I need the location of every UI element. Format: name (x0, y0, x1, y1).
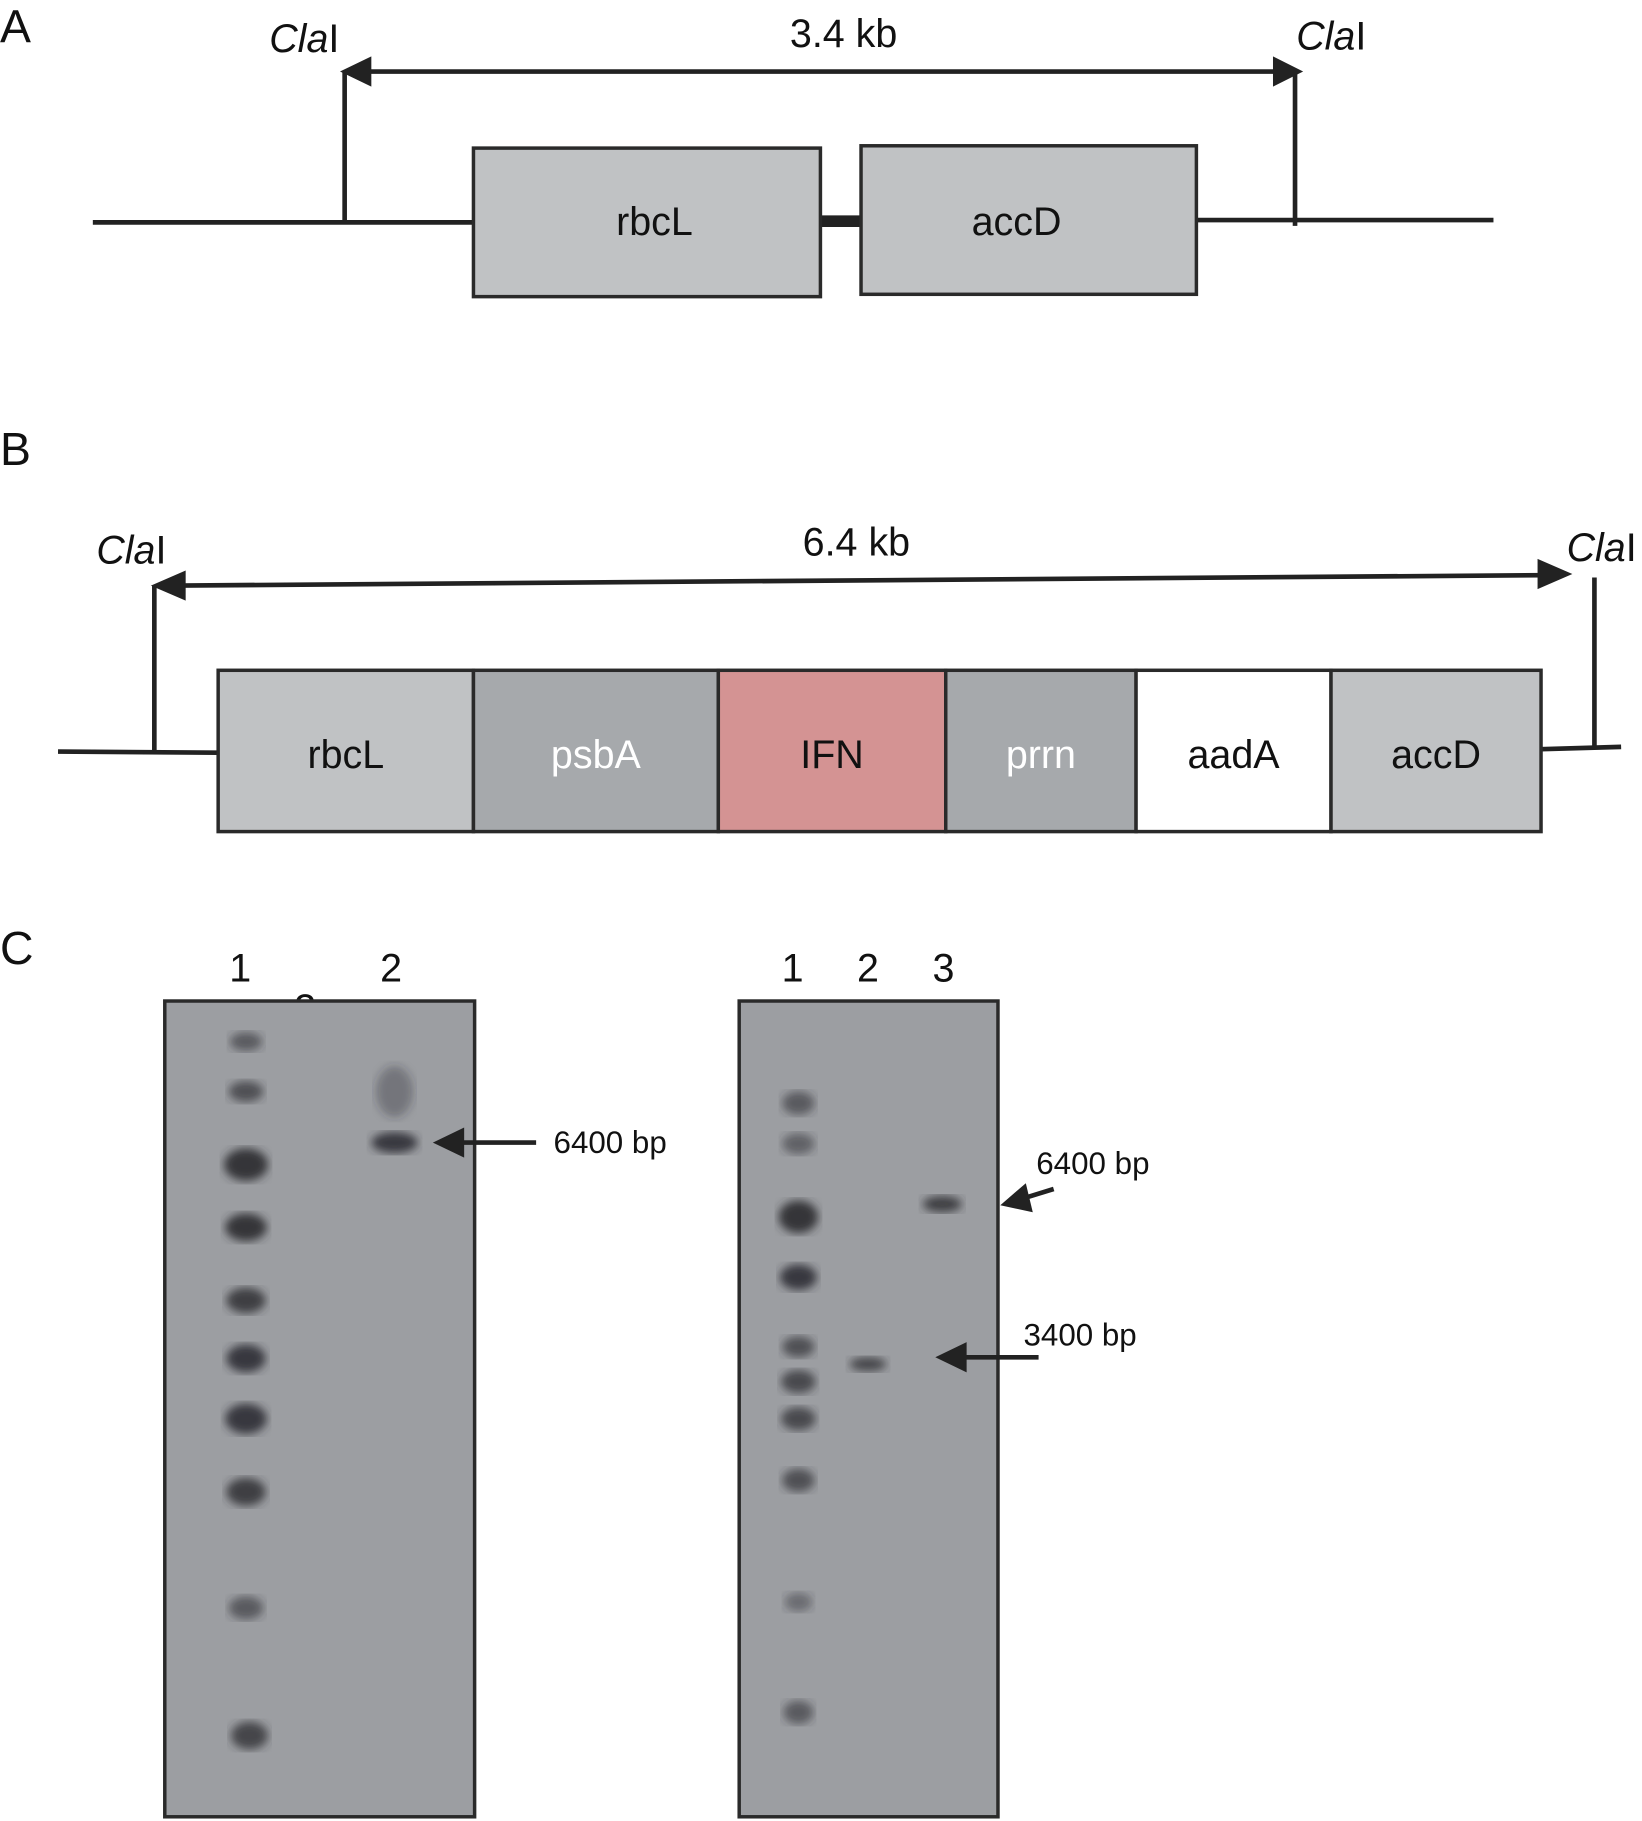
gel-band (223, 1148, 269, 1181)
gene-label: prrn (1006, 733, 1076, 777)
clai-site-right-label: ClaI (1296, 14, 1366, 58)
gel-band (375, 1065, 414, 1118)
gel-band (780, 1407, 816, 1431)
gene-accd (859, 144, 1199, 297)
panel-label-a: A (0, 1, 31, 53)
gene-prrn (944, 668, 1138, 834)
gel-image (163, 999, 477, 1819)
fragment-size-label: 3.4 kb (790, 12, 897, 56)
gel-band (849, 1357, 887, 1372)
gene-label: aadA (1187, 733, 1280, 777)
clai-site-left-label: ClaI (96, 529, 166, 573)
clai-site-right-label: ClaI (1567, 526, 1637, 570)
dna-line (58, 749, 219, 756)
lane-label: 2 (380, 946, 402, 990)
gene-label: rbcL (616, 200, 693, 244)
fragment-span-arrow (179, 572, 1544, 588)
gel-band (226, 1344, 266, 1373)
lane-label: 3 (932, 946, 954, 990)
gel-band (782, 1133, 815, 1155)
gel-band (226, 1287, 266, 1314)
gene-label: IFN (800, 733, 864, 777)
gel-band (783, 1700, 814, 1724)
gene-label: psbA (551, 733, 642, 777)
band-size-label: 6400 bp (554, 1125, 667, 1160)
clai-site-left-label: ClaI (269, 17, 339, 61)
panel-label-b: B (0, 423, 31, 475)
gel-band (779, 1264, 817, 1290)
southern-blot-2: 1 2 3 6400 bp 3400 bp (737, 946, 1150, 1819)
gel-band (782, 1091, 815, 1115)
gel-band (225, 1403, 267, 1434)
gel-band (371, 1132, 418, 1154)
southern-blot-1: 1 3 2 6400 bp (163, 946, 667, 1819)
gel-band (228, 1596, 264, 1620)
dna-line (1540, 744, 1622, 752)
gel-band (778, 1200, 819, 1234)
gene-accd (1329, 668, 1543, 834)
fragment-size-label: 6.4 kb (803, 520, 910, 564)
gel-band (780, 1370, 816, 1394)
gel-image (737, 999, 1000, 1819)
gel-band (225, 1213, 267, 1242)
arrowhead (432, 1127, 465, 1158)
arrowhead (935, 1342, 967, 1373)
lane-label: 1 (229, 946, 251, 990)
band-size-label: 6400 bp (1036, 1146, 1149, 1181)
gel-band (922, 1195, 962, 1213)
band-size-label: 3400 bp (1023, 1318, 1136, 1353)
gene-rbcl (471, 146, 823, 299)
panel-label-c: C (0, 922, 34, 974)
lane-label: 2 (857, 946, 879, 990)
gene-label: rbcL (307, 733, 384, 777)
panel-b-map: ClaI ClaI 6.4 kb rbcL psbA IFN prrn aadA accD (58, 520, 1637, 834)
gel-band (228, 1081, 264, 1102)
gene-label: accD (1391, 733, 1481, 777)
gel-band (782, 1468, 815, 1492)
arrowhead (1000, 1183, 1033, 1213)
gel-band (230, 1721, 269, 1750)
gel-band (784, 1592, 813, 1612)
lane-label: 1 (782, 946, 804, 990)
gel-band (226, 1477, 266, 1506)
gene-aada (1134, 668, 1333, 834)
gel-band (782, 1336, 815, 1358)
gene-label: accD (972, 200, 1062, 244)
panel-a-map: ClaI ClaI 3.4 kb rbcL accD (92, 12, 1494, 299)
gel-band (229, 1032, 263, 1051)
